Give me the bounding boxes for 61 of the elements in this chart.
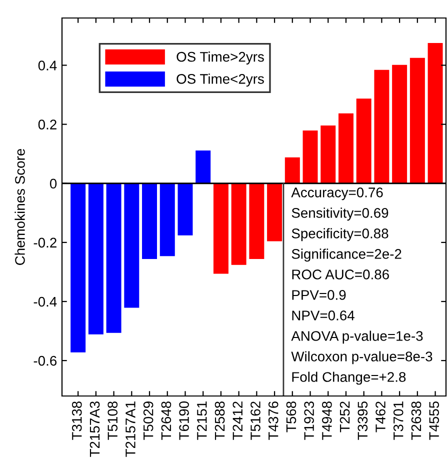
x-tick-label: T5108 [108, 401, 118, 440]
bar [213, 183, 228, 274]
bar [392, 64, 408, 184]
y-axis-title: Chemokines Score [14, 148, 25, 265]
x-tick-label: T2412 [232, 402, 242, 440]
annotation: ROC AUC=0.86 [292, 270, 389, 280]
bar [70, 183, 86, 352]
x-tick-label: T2648 [161, 401, 172, 440]
bar [124, 183, 140, 308]
annotation: Significance=2e-2 [292, 248, 402, 262]
legend-label: OS Time<2yrs [176, 74, 264, 87]
annotation: Specificity=0.88 [292, 228, 388, 242]
x-tick-label: T252 [340, 402, 350, 432]
y-tick-label: 0.4 [38, 60, 57, 70]
annotation: Fold Change=+2.8 [292, 372, 406, 385]
x-tick-label: T4555 [429, 401, 440, 440]
x-tick-label: T462 [376, 402, 386, 432]
annotation: NPV=0.64 [292, 310, 354, 320]
y-tick-label: -0.4 [34, 296, 57, 307]
x-tick-label: T2638 [411, 401, 422, 440]
bar [356, 98, 372, 184]
bar [410, 58, 425, 184]
bar [142, 183, 158, 260]
annotation: ANOVA p-value=1e-3 [291, 330, 423, 344]
annotation: Accuracy=0.76 [291, 188, 383, 200]
y-tick-label: 0 [50, 178, 57, 189]
bar [231, 183, 246, 265]
annotation: Sensitivity=0.69 [292, 208, 388, 221]
bar [106, 183, 122, 333]
annotation: PPV=0.9 [292, 290, 346, 300]
bar [284, 157, 300, 184]
x-tick-label: T1923 [304, 401, 314, 440]
bar [428, 43, 443, 184]
bar [196, 150, 211, 184]
x-tick-label: T4376 [268, 401, 278, 440]
bar [338, 113, 354, 184]
x-tick-label: T6190 [179, 401, 189, 440]
bar [160, 183, 175, 256]
bar [267, 183, 282, 242]
x-tick-label: T2151 [196, 402, 207, 440]
bar [88, 183, 104, 334]
x-tick-label: T3395 [358, 401, 368, 440]
bar [249, 183, 264, 260]
x-tick-label: T5029 [143, 402, 154, 440]
y-tick-label: -0.2 [34, 238, 56, 248]
x-tick-label: T3701 [393, 402, 404, 440]
annotation: Wilcoxon p-value=8e-3 [291, 351, 432, 364]
x-tick-label: T5162 [250, 402, 260, 440]
bar [178, 183, 193, 236]
x-tick-label: T2588 [214, 401, 225, 440]
bar [374, 70, 390, 184]
x-tick-label: T2157A3 [90, 401, 100, 457]
bar [302, 130, 318, 184]
y-tick-label: 0.2 [38, 120, 56, 130]
bar [320, 125, 336, 184]
x-tick-label: T2157A1 [126, 402, 136, 457]
x-tick-label: T3138 [72, 401, 82, 440]
x-tick-label: T568 [286, 401, 296, 432]
legend-label: OS Time>2yrs [176, 52, 264, 65]
y-tick-label: -0.6 [34, 356, 57, 366]
x-tick-label: T4948 [322, 401, 332, 440]
